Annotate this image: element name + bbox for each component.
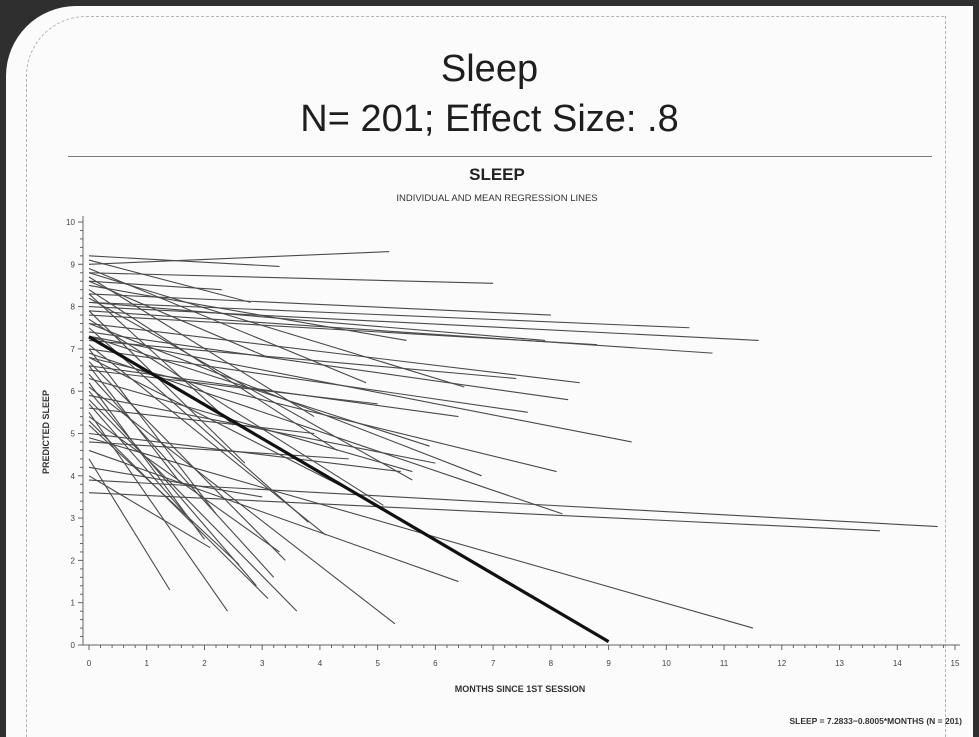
individual-regression-line <box>88 301 546 341</box>
x-tick-label: 4 <box>318 659 323 668</box>
individual-regression-line <box>88 339 517 380</box>
x-tick-label: 14 <box>893 659 902 668</box>
individual-regression-line <box>88 318 384 506</box>
x-tick-label: 10 <box>662 659 671 668</box>
individual-regression-line <box>88 356 355 494</box>
individual-regression-line <box>88 377 413 473</box>
mean-regression-line <box>88 335 610 643</box>
individual-regression-line <box>88 479 938 528</box>
individual-regression-line <box>88 306 759 341</box>
x-tick-label: 6 <box>433 659 438 668</box>
y-tick-label: 7 <box>71 345 76 354</box>
x-tick-label: 15 <box>951 659 960 668</box>
individual-regression-line <box>88 416 280 553</box>
y-tick-label: 10 <box>66 218 75 227</box>
y-tick-label: 8 <box>71 303 76 312</box>
individual-regression-line <box>88 314 598 346</box>
x-tick-label: 13 <box>835 659 844 668</box>
individual-regression-line <box>88 399 298 612</box>
individual-regression-line <box>88 373 275 578</box>
individual-regression-line <box>88 403 194 523</box>
individual-regression-line <box>88 259 251 303</box>
x-tick-label: 12 <box>777 659 786 668</box>
individual-regression-line <box>88 280 269 358</box>
y-tick-label: 6 <box>71 387 76 396</box>
y-tick-label: 5 <box>71 430 76 439</box>
y-tick-label: 3 <box>71 514 76 523</box>
x-tick-label: 11 <box>720 659 729 668</box>
individual-regression-line <box>88 466 263 498</box>
individual-regression-line <box>88 449 459 583</box>
y-tick-label: 4 <box>71 472 76 481</box>
individual-regression-line <box>88 420 269 599</box>
individual-regression-line <box>88 412 229 612</box>
slide-title: Sleep N= 201; Effect Size: .8 <box>0 44 979 144</box>
y-tick-label: 2 <box>71 556 76 565</box>
individual-regression-line <box>88 386 396 625</box>
x-tick-label: 7 <box>491 659 496 668</box>
x-tick-label: 3 <box>260 659 265 668</box>
y-tick-label: 9 <box>71 260 76 269</box>
y-tick-label: 1 <box>71 599 76 608</box>
individual-regression-line <box>88 335 430 447</box>
individual-regression-line <box>88 272 494 284</box>
title-rule <box>68 156 932 157</box>
individual-regression-line <box>88 280 222 291</box>
individual-regression-line <box>88 390 257 587</box>
chart-title: SLEEP <box>469 165 525 184</box>
individual-regression-line <box>88 284 407 341</box>
slide-title-line1: Sleep <box>440 48 539 90</box>
individual-regression-line <box>88 348 217 515</box>
x-tick-label: 2 <box>202 659 207 668</box>
x-axis-label: MONTHS SINCE 1ST SESSION <box>455 684 586 694</box>
individual-regression-line <box>88 458 171 591</box>
y-tick-label: 0 <box>71 641 76 650</box>
individual-regression-line <box>88 297 413 481</box>
individual-regression-line <box>88 310 713 354</box>
individual-regression-line <box>88 289 338 451</box>
individual-regression-line <box>88 301 690 329</box>
individual-regression-line <box>88 352 563 515</box>
regression-equation: SLEEP = 7.2833−0.8005*MONTHS (N = 201) <box>789 716 962 726</box>
individual-regression-line <box>88 424 240 566</box>
individual-regression-line <box>88 322 580 384</box>
x-tick-label: 8 <box>549 659 554 668</box>
x-tick-label: 1 <box>145 659 150 668</box>
individual-regression-line <box>88 272 465 388</box>
slide-title-line2: N= 201; Effect Size: .8 <box>300 98 679 140</box>
individual-regression-line <box>88 361 286 561</box>
x-tick-label: 9 <box>606 659 611 668</box>
individual-regression-line <box>88 251 390 265</box>
individual-regression-line <box>88 492 880 532</box>
chart-subtitle: INDIVIDUAL AND MEAN REGRESSION LINES <box>396 193 597 204</box>
individual-regression-line <box>88 293 551 316</box>
individual-regression-line <box>88 310 246 464</box>
x-tick-label: 0 <box>87 659 92 668</box>
y-axis-label: PREDICTED SLEEP <box>41 390 51 474</box>
x-tick-label: 5 <box>375 659 380 668</box>
individual-regression-line <box>88 331 569 401</box>
individual-regression-line <box>88 255 280 267</box>
individual-regression-line <box>88 369 378 405</box>
individual-regression-line <box>88 276 315 418</box>
individual-regression-line <box>88 268 367 384</box>
individual-regression-line <box>88 335 632 443</box>
individual-regression-line <box>88 365 182 485</box>
individual-regression-line <box>88 475 211 549</box>
